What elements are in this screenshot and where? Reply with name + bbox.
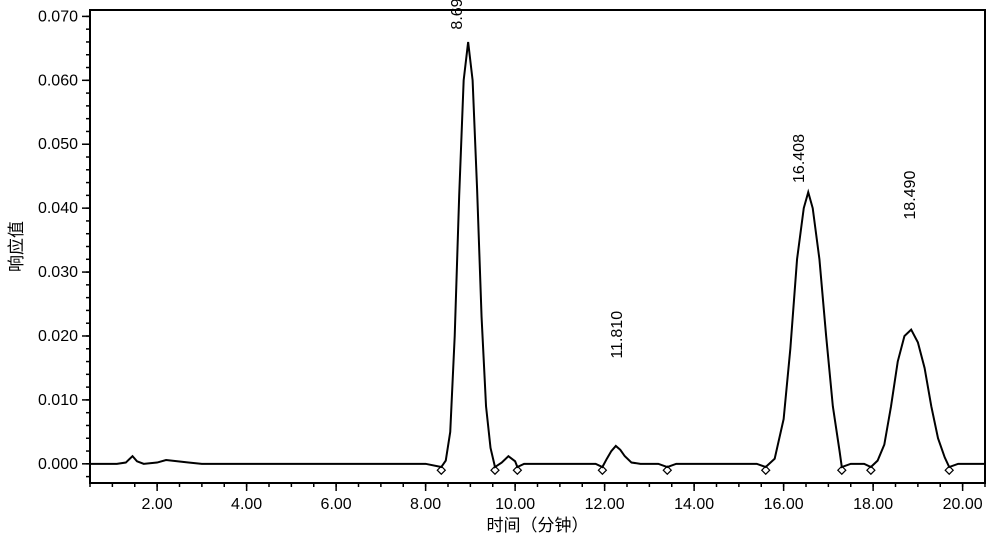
x-tick-label: 8.00	[410, 496, 441, 513]
x-tick-label: 10.00	[495, 496, 535, 513]
x-tick-label: 12.00	[585, 496, 625, 513]
peak-label: 16.408	[791, 134, 808, 183]
chromatogram-trace	[90, 42, 985, 467]
x-tick-label: 20.00	[943, 496, 983, 513]
y-axis-label: 响应值	[7, 221, 26, 272]
peak-label: 8.695	[449, 0, 466, 30]
y-tick-label: 0.000	[38, 456, 78, 473]
x-tick-label: 14.00	[674, 496, 714, 513]
x-tick-label: 4.00	[231, 496, 262, 513]
y-tick-label: 0.060	[38, 72, 78, 89]
x-tick-label: 16.00	[764, 496, 804, 513]
x-axis-label: 时间（分钟）	[487, 516, 589, 535]
y-tick-label: 0.010	[38, 392, 78, 409]
y-tick-label: 0.030	[38, 264, 78, 281]
chart-svg: 2.00 4.00 6.00 8.00 10.00 12.00 14.00 16.00 18.0…	[0, 0, 1000, 543]
peak-label: 11.810	[609, 311, 626, 359]
y-tick-label: 0.040	[38, 200, 78, 217]
x-tick-label: 18.00	[853, 496, 893, 513]
peak-label: 18.490	[902, 171, 919, 220]
x-tick-label: 2.00	[142, 496, 173, 513]
chromatogram-chart: 2.00 4.00 6.00 8.00 10.00 12.00 14.00 16.00 18.0…	[0, 0, 1000, 543]
y-tick-label: 0.070	[38, 8, 78, 25]
y-tick-label: 0.020	[38, 328, 78, 345]
x-tick-label: 6.00	[321, 496, 352, 513]
y-tick-label: 0.050	[38, 136, 78, 153]
